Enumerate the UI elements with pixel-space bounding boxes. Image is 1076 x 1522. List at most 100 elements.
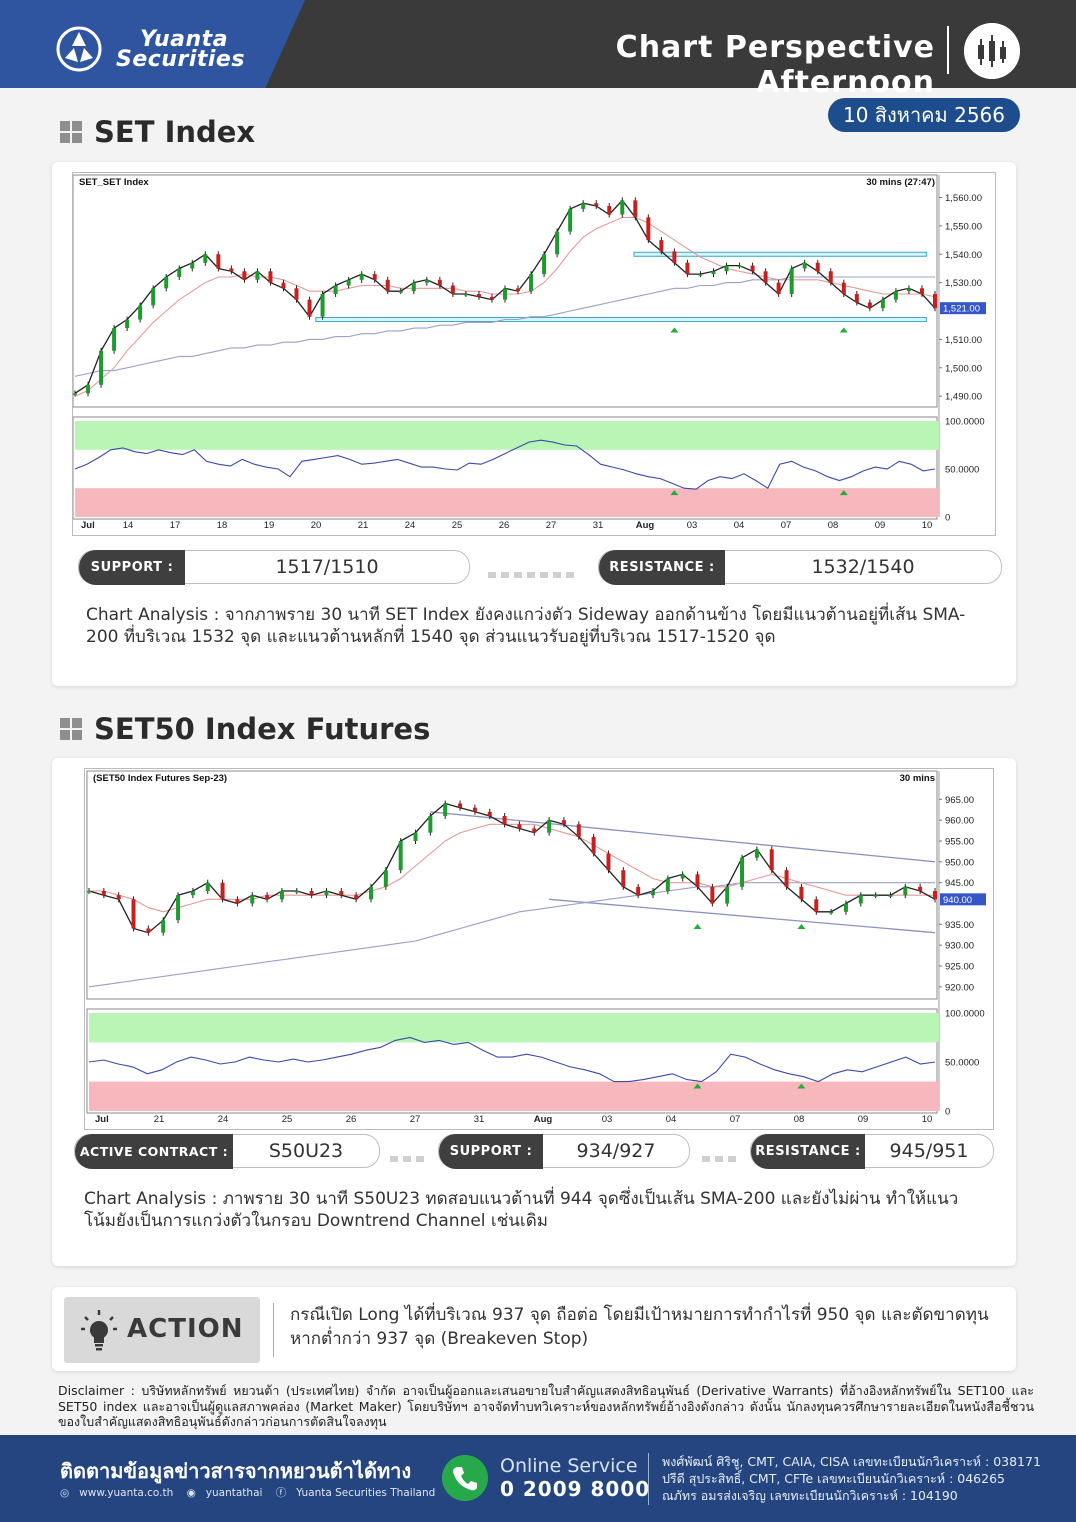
rsi-panel-frame [73,416,938,520]
candle-body [281,282,286,289]
candle-body [146,928,151,933]
rsi-oversold-band [75,488,939,517]
sma-200-line [88,882,935,988]
brand-line1: Yuanta [140,27,229,52]
candle-body [711,271,716,275]
support-label: SUPPORT : [79,549,185,585]
candle-body [532,828,537,833]
candle-body [369,886,373,900]
sma-short-line [74,216,936,397]
support-value: 1517/1510 [275,556,379,578]
header-bar: Yuanta Securities Chart Perspective Afte… [0,0,1076,100]
current-price-label: 940.00 [943,895,972,906]
candle-body [698,274,703,276]
candle-body [87,891,91,893]
set50-analysis-text: Chart Analysis : ภาพราย 30 นาที S50U23 ท… [84,1189,959,1231]
candle-body [205,882,210,891]
buy-arrow-icon [839,490,848,496]
brand-line2: Securities [116,47,245,72]
resistance-value: 945/951 [889,1140,969,1162]
candle-body [933,294,937,309]
lightbulb-icon [81,1310,117,1351]
candle-body [279,891,284,900]
candle-body [458,803,463,808]
yuanta-logo-icon [56,26,102,72]
x-tick-label: 26 [499,520,510,531]
candle-body [411,282,416,292]
candle-body [463,294,468,296]
rsi-tick-label: 100.0000 [945,417,985,428]
buy-arrow-icon [670,490,679,496]
candle-body [125,319,130,329]
candle-body [242,271,247,280]
candle-body [646,217,651,241]
rsi-tick-label: 50.0000 [945,465,979,476]
candle-body [472,807,477,812]
price-series-line [88,802,936,934]
candle-body [324,891,329,896]
x-tick-label: 17 [170,520,181,531]
x-tick-label: Aug [534,1114,553,1125]
candle-body [665,878,670,891]
y-tick-label: 920.00 [945,982,974,993]
footer-link-facebook[interactable]: Yuanta Securities Thailand [296,1487,436,1499]
candle-body [594,203,599,207]
y-tick-label: 1,490.00 [945,392,982,403]
x-tick-label: 27 [410,1114,421,1125]
candle-body [576,824,581,837]
candle-body [737,265,742,268]
candle-body [116,895,121,900]
candle-body [555,231,560,255]
candle-body [443,803,448,816]
candle-body [680,874,685,879]
candle-body [112,328,117,351]
candle-body [487,811,492,816]
candle-body [164,276,169,289]
disclaimer: Disclaimer : บริษัทหลักทรัพย์ หยวนต้า (ป… [58,1383,1034,1429]
candle-body [784,870,789,887]
x-tick-label: 08 [828,520,839,531]
candle-body [880,299,885,309]
candle-body [888,895,893,897]
candle-body [799,886,804,900]
candle-body [86,384,91,394]
candle-body [789,268,794,294]
candle-body [268,271,273,283]
candle-body [542,254,547,275]
candle-body [754,849,759,858]
candle-body [131,899,136,929]
support-label: SUPPORT : [439,1133,543,1169]
set-card: SET_SET Index 30 mins (27:47) 1,560.00 1,55… [52,162,1016,686]
set50-chart: (SET50 Index Futures Sep-23) 30 mins 965.0… [84,768,994,1130]
set-support-pill: SUPPORT : 1517/1510 [78,549,470,585]
candle-body [636,886,641,896]
chart-timeframe: 30 mins [900,773,935,784]
candle-body [685,262,690,275]
footer-link-line[interactable]: yuantathai [205,1487,263,1499]
phone-number[interactable]: 0 2009 8000 [500,1477,651,1501]
candle-body [843,903,848,912]
candle-body [502,816,507,825]
set50-chart-svg: (SET50 Index Futures Sep-23) 30 mins 965.0… [86,770,986,1125]
section-title-set50: SET50 Index Futures [60,712,430,746]
x-tick-label: Jul [95,1114,109,1125]
active-contract-value: S50U23 [268,1140,344,1162]
candle-body [725,886,730,904]
rsi-line [88,1036,936,1083]
support-line [315,317,927,323]
footer-link-web[interactable]: www.yuanta.co.th [79,1487,174,1499]
brand-panel: Yuanta Securities [0,0,305,88]
candle-body [517,824,522,829]
candle-body [333,285,338,294]
x-tick-label: 24 [405,520,416,531]
resistance-label: RESISTANCE : [599,549,725,585]
x-tick-label: 09 [875,520,886,531]
resistance-label: RESISTANCE : [751,1133,865,1169]
candle-body [659,240,664,252]
y-tick-label: 1,560.00 [945,193,982,204]
x-tick-label: 09 [858,1114,869,1125]
candle-body [437,279,442,286]
candle-body [307,299,312,317]
phone-icon [442,1455,488,1501]
current-price-label: 1,521.00 [943,304,980,315]
